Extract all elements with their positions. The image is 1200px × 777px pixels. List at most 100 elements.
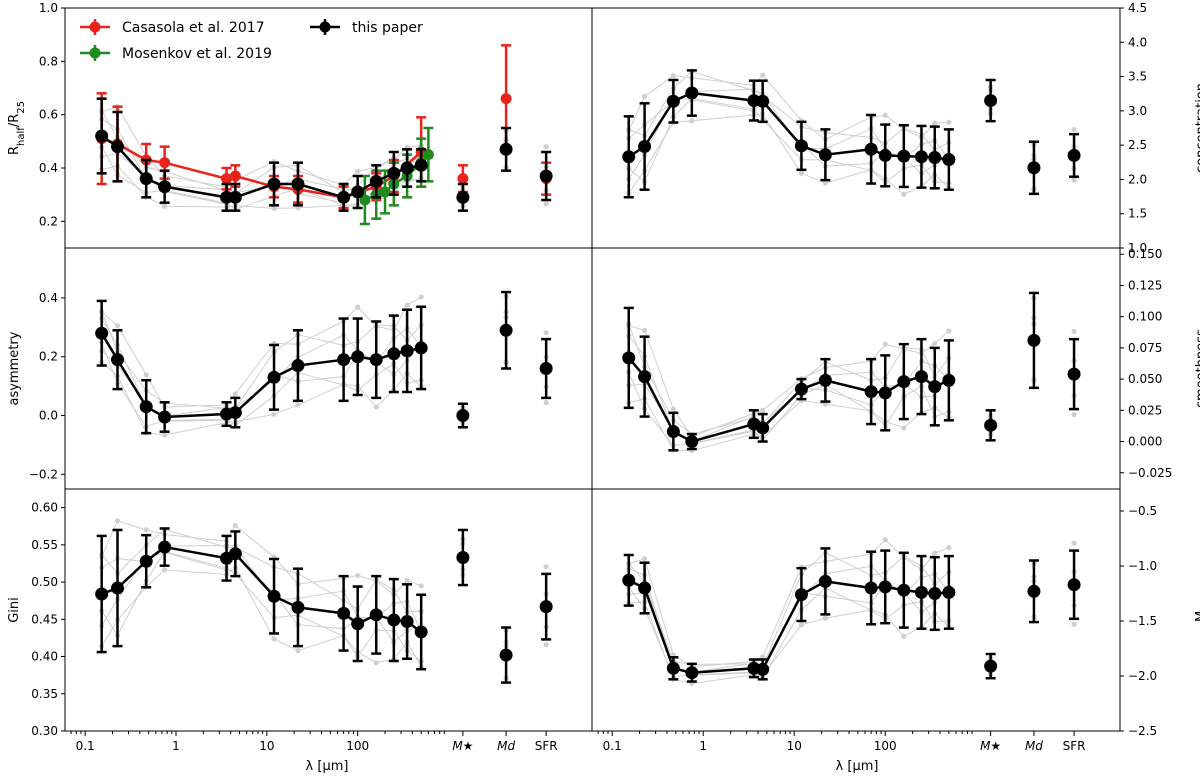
y-tick-label: 0.30: [31, 724, 58, 738]
y-tick-label: −0.2: [29, 467, 58, 481]
galaxy-track: [628, 97, 950, 180]
data-point: [685, 86, 699, 100]
y-tick-label: 0.50: [31, 575, 58, 589]
panel-middle-left: −0.2 0.0 0.2 0.4 asymmetry: [7, 247, 593, 490]
galaxy-point: [1071, 621, 1077, 627]
legend-label: Mosenkov et al. 2019: [122, 46, 272, 62]
data-point: [456, 190, 470, 204]
data-point: [359, 194, 371, 206]
data-point: [622, 351, 636, 365]
y-tick-label: 0.55: [31, 538, 58, 552]
x-axis-label-left: λ [μm]: [306, 759, 349, 774]
galaxy-point: [373, 660, 379, 666]
x-tick-label: 1: [699, 739, 707, 753]
data-point: [267, 370, 281, 384]
data-point: [95, 129, 109, 143]
data-point: [95, 326, 109, 340]
panel-frame: [64, 247, 593, 490]
data-point: [638, 140, 652, 154]
data-point: [756, 662, 770, 676]
y-tick-label: 0.2: [39, 350, 58, 364]
y-tick-label: −1.0: [1128, 559, 1157, 573]
y-tick-label: 0.45: [31, 612, 58, 626]
data-point: [499, 142, 513, 156]
data-point: [291, 177, 305, 191]
y-tick-label: 0.025: [1128, 403, 1162, 417]
data-point: [897, 583, 911, 597]
y-axis-label: Gini: [7, 597, 22, 623]
galaxy-point: [798, 622, 805, 628]
data-point: [337, 606, 351, 620]
data-point: [499, 323, 513, 337]
data-point: [158, 180, 172, 194]
galaxy-track: [101, 296, 422, 408]
galaxy-point: [543, 641, 549, 648]
data-point: [928, 380, 942, 394]
data-point: [400, 344, 414, 358]
data-point: [414, 625, 428, 639]
data-point: [539, 362, 553, 375]
galaxy-point: [641, 556, 648, 562]
panel-frame: [591, 7, 1121, 249]
data-point: [794, 588, 808, 602]
panel-bottom-left: 0.30 0.35 0.40 0.45 0.50 0.55 0.60 Gini 0.1 1 10 10…: [7, 488, 593, 753]
data-point: [1027, 161, 1041, 175]
galaxy-point: [271, 411, 277, 417]
galaxy-point: [418, 583, 424, 589]
galaxy-track: [628, 74, 949, 140]
data-point: [158, 540, 172, 554]
galaxy-point: [543, 201, 549, 207]
galaxy-point: [670, 406, 676, 412]
panel-top-right: 1.0 1.5 2.0 2.5 3.0 3.5 4.0 4.5 concentration: [591, 1, 1200, 255]
data-point: [928, 587, 942, 600]
y-tick-label: 0.125: [1128, 278, 1162, 292]
data-point: [139, 554, 153, 568]
series-this-paper: [622, 547, 1081, 683]
galaxy-point: [543, 399, 549, 406]
x-tick-label: 100: [346, 739, 369, 753]
data-point: [794, 139, 808, 153]
data-point: [897, 375, 911, 389]
galaxy-point: [932, 120, 938, 126]
data-point: [622, 573, 636, 587]
x-category-label: Md: [497, 739, 515, 753]
y-tick-label: 0.050: [1128, 372, 1162, 386]
data-point: [666, 94, 680, 108]
series-this-paper: [622, 291, 1081, 452]
galaxy-point: [760, 654, 766, 660]
data-point: [351, 185, 365, 199]
y-axis-label: asymmetry: [7, 331, 22, 405]
galaxy-point: [162, 567, 168, 573]
data-point: [1027, 333, 1041, 347]
data-point: [984, 418, 998, 432]
data-point: [221, 173, 233, 185]
data-point: [914, 150, 928, 164]
y-tick-label: 3.0: [1128, 104, 1147, 118]
galaxy-point: [901, 633, 907, 640]
x-tick-label: 100: [874, 739, 897, 753]
galaxy-point: [901, 191, 907, 197]
data-point: [638, 581, 652, 595]
legend: Casasola et al. 2017 Mosenkov et al. 2019…: [80, 19, 423, 62]
galaxy-point: [143, 527, 149, 533]
y-tick-label: 0.150: [1128, 247, 1162, 261]
data-point: [400, 615, 414, 629]
galaxy-point: [271, 205, 277, 212]
legend-marker: [319, 21, 331, 33]
galaxy-point: [689, 118, 695, 124]
data-point: [158, 410, 172, 424]
galaxy-point: [418, 294, 424, 300]
galaxy-point: [232, 522, 238, 529]
galaxy-point: [295, 402, 301, 408]
galaxy-point: [271, 636, 277, 642]
y-tick-label: 4.0: [1128, 35, 1147, 49]
panel-frame: [591, 247, 1121, 490]
y-tick-label: −2.0: [1128, 669, 1157, 683]
y-tick-label: 1.0: [1128, 241, 1147, 255]
data-point: [1067, 367, 1081, 381]
series-this-paper: [95, 97, 553, 212]
galaxy-point: [355, 168, 361, 174]
data-point: [878, 148, 892, 162]
y-tick-label: 1.0: [39, 1, 58, 15]
data-point: [414, 341, 428, 355]
